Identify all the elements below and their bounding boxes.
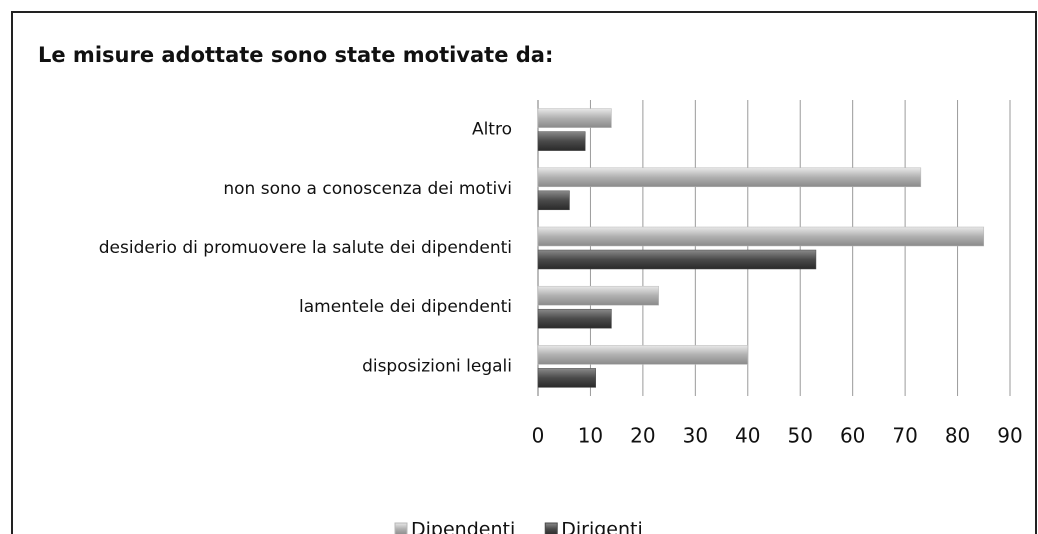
- bar: [537, 249, 817, 270]
- bar: [537, 368, 596, 388]
- legend-label: Dipendenti: [411, 519, 515, 534]
- bar: [537, 285, 659, 306]
- x-tick-label: 50: [787, 424, 812, 448]
- y-tick-label: Altro: [472, 120, 512, 140]
- bar: [537, 345, 749, 365]
- x-tick-label: 60: [840, 424, 865, 448]
- x-tick-label: 0: [532, 424, 545, 448]
- x-tick-label: 40: [735, 424, 760, 448]
- legend-swatch: [394, 522, 408, 534]
- x-tick-label: 20: [630, 424, 655, 448]
- bar: [537, 167, 922, 188]
- x-tick-label: 80: [945, 424, 970, 448]
- bar: [537, 226, 985, 247]
- y-tick-label: disposizioni legali: [362, 356, 512, 376]
- y-tick-label: non sono a conoscenza dei motivi: [223, 179, 512, 199]
- bar: [537, 131, 586, 151]
- x-tick-label: 30: [683, 424, 708, 448]
- legend-swatch: [544, 522, 558, 534]
- chart-title: Le misure adottate sono state motivate d…: [38, 43, 553, 67]
- x-tick-label: 70: [892, 424, 917, 448]
- bar: [537, 308, 612, 329]
- x-tick-label: 10: [578, 424, 603, 448]
- chart-frame: [11, 11, 1037, 534]
- x-tick-label: 90: [997, 424, 1022, 448]
- y-tick-label: desiderio di promuovere la salute dei di…: [99, 238, 512, 258]
- bar: [537, 190, 570, 211]
- legend-label: Dirigenti: [561, 519, 643, 534]
- bar: [537, 108, 612, 128]
- y-tick-label: lamentele dei dipendenti: [299, 297, 512, 317]
